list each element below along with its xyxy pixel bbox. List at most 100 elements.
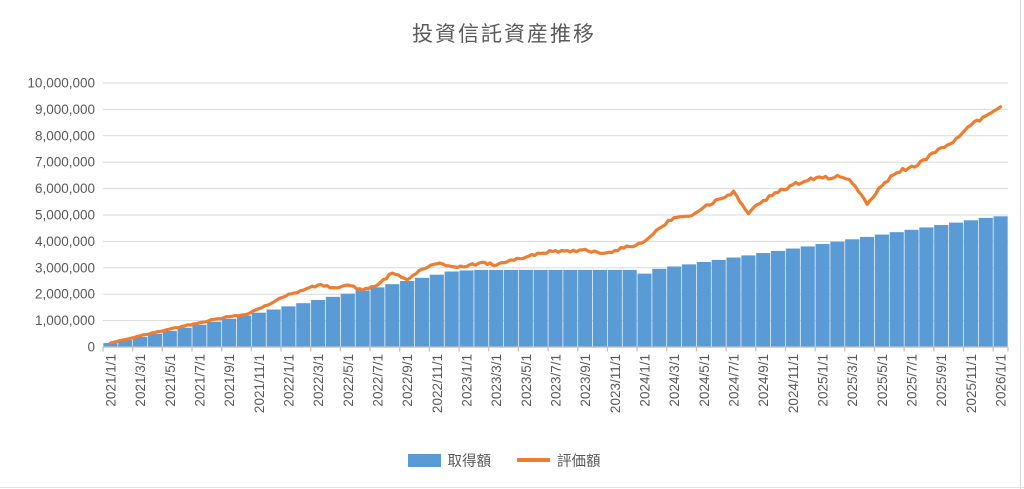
x-tick-label: 2022/7/1 bbox=[371, 354, 386, 407]
bar[interactable] bbox=[919, 227, 934, 347]
bar[interactable] bbox=[859, 236, 875, 347]
bar[interactable] bbox=[993, 216, 1008, 347]
bar[interactable] bbox=[563, 269, 578, 347]
y-tick-label: 3,000,000 bbox=[35, 260, 95, 275]
bar[interactable] bbox=[207, 321, 222, 347]
bar[interactable] bbox=[667, 266, 682, 347]
bar[interactable] bbox=[503, 269, 519, 347]
bar[interactable] bbox=[978, 217, 993, 347]
bar[interactable] bbox=[607, 269, 622, 347]
y-tick-label: 10,000,000 bbox=[27, 76, 95, 91]
bar[interactable] bbox=[815, 244, 830, 347]
x-tick-label: 2024/5/1 bbox=[697, 354, 712, 407]
bar[interactable] bbox=[281, 306, 296, 347]
bar[interactable] bbox=[340, 293, 355, 347]
legend-label-acquisition: 取得額 bbox=[447, 453, 492, 470]
x-tick-label: 2023/11/1 bbox=[608, 354, 623, 413]
bar[interactable] bbox=[756, 253, 771, 347]
bar[interactable] bbox=[296, 303, 311, 347]
legend-item-valuation[interactable]: 評価額 bbox=[517, 450, 601, 471]
bar[interactable] bbox=[162, 330, 177, 347]
bar[interactable] bbox=[770, 250, 786, 347]
legend-label-valuation: 評価額 bbox=[557, 453, 601, 470]
x-tick-label: 2025/7/1 bbox=[905, 354, 920, 407]
bar[interactable] bbox=[236, 315, 252, 347]
bar[interactable] bbox=[963, 220, 978, 347]
x-tick-label: 2025/9/1 bbox=[934, 354, 949, 407]
x-axis-labels: 2021/1/1 2021/3/1 2021/5/1 2021/7/1 2021/9/1… bbox=[103, 354, 1008, 413]
y-tick-label: 9,000,000 bbox=[35, 102, 95, 117]
bar[interactable] bbox=[652, 268, 667, 347]
bar[interactable] bbox=[934, 225, 949, 347]
x-tick-label: 2021/9/1 bbox=[222, 354, 237, 407]
bar[interactable] bbox=[592, 269, 608, 347]
bar[interactable] bbox=[889, 232, 904, 347]
bar[interactable] bbox=[118, 339, 133, 347]
bar[interactable] bbox=[696, 261, 711, 347]
bar[interactable] bbox=[370, 287, 385, 347]
bar[interactable] bbox=[741, 255, 756, 347]
x-tick-label: 2022/11/1 bbox=[430, 354, 445, 413]
bar[interactable] bbox=[429, 274, 444, 347]
bar[interactable] bbox=[474, 269, 489, 347]
window-edge-right bbox=[1020, 0, 1021, 489]
x-tick-label: 2021/3/1 bbox=[133, 354, 148, 407]
y-tick-label: 0 bbox=[87, 340, 95, 355]
bar[interactable] bbox=[874, 234, 889, 347]
bar[interactable] bbox=[459, 270, 474, 347]
y-tick-label: 7,000,000 bbox=[35, 155, 95, 170]
bar[interactable] bbox=[949, 222, 964, 347]
acquisition-bars[interactable] bbox=[103, 216, 1008, 348]
x-tick-label: 2024/7/1 bbox=[727, 354, 742, 407]
x-tick-label: 2023/3/1 bbox=[489, 354, 504, 407]
bar[interactable] bbox=[489, 269, 504, 347]
bar[interactable] bbox=[518, 269, 533, 347]
bar[interactable] bbox=[133, 336, 148, 347]
bar[interactable] bbox=[578, 269, 593, 347]
bar[interactable] bbox=[726, 257, 741, 348]
y-tick-label: 4,000,000 bbox=[35, 234, 95, 249]
bar[interactable] bbox=[325, 296, 341, 347]
bar[interactable] bbox=[385, 284, 400, 347]
x-tick-label: 2022/3/1 bbox=[311, 354, 326, 407]
bar[interactable] bbox=[311, 300, 326, 347]
x-tick-label: 2026/1/1 bbox=[994, 354, 1009, 407]
x-tick-label: 2023/1/1 bbox=[460, 354, 475, 407]
valuation-line-swatch bbox=[517, 458, 550, 462]
bar[interactable] bbox=[845, 239, 860, 347]
y-tick-label: 5,000,000 bbox=[35, 208, 95, 223]
y-tick-label: 6,000,000 bbox=[35, 181, 95, 196]
x-tick-label: 2021/1/1 bbox=[103, 354, 118, 407]
bar[interactable] bbox=[637, 273, 652, 347]
x-tick-label: 2024/1/1 bbox=[638, 354, 653, 407]
bar[interactable] bbox=[147, 333, 162, 347]
y-tick-label: 8,000,000 bbox=[35, 128, 95, 143]
bar[interactable] bbox=[355, 290, 370, 348]
bar[interactable] bbox=[251, 312, 266, 347]
x-tick-label: 2025/1/1 bbox=[816, 354, 831, 407]
x-tick-label: 2025/3/1 bbox=[845, 354, 860, 407]
bar[interactable] bbox=[266, 309, 281, 347]
x-tick-label: 2022/9/1 bbox=[400, 354, 415, 407]
bar[interactable] bbox=[830, 241, 845, 347]
bar[interactable] bbox=[192, 324, 207, 347]
bar[interactable] bbox=[400, 281, 415, 347]
x-tick-label: 2024/9/1 bbox=[756, 354, 771, 407]
bar[interactable] bbox=[414, 277, 430, 347]
bar[interactable] bbox=[222, 318, 237, 347]
bar[interactable] bbox=[548, 269, 563, 347]
legend-item-acquisition[interactable]: 取得額 bbox=[407, 450, 492, 471]
bar[interactable] bbox=[444, 271, 459, 348]
bar[interactable] bbox=[622, 269, 637, 347]
bar[interactable] bbox=[533, 269, 548, 347]
bar[interactable] bbox=[103, 343, 118, 347]
legend: 取得額 評価額 bbox=[0, 447, 1008, 473]
bar[interactable] bbox=[711, 259, 726, 347]
bar[interactable] bbox=[785, 248, 800, 347]
bar[interactable] bbox=[904, 229, 919, 347]
bar[interactable] bbox=[177, 327, 192, 347]
bar[interactable] bbox=[800, 246, 815, 347]
bar[interactable] bbox=[681, 264, 697, 347]
valuation-line[interactable] bbox=[108, 105, 1003, 345]
